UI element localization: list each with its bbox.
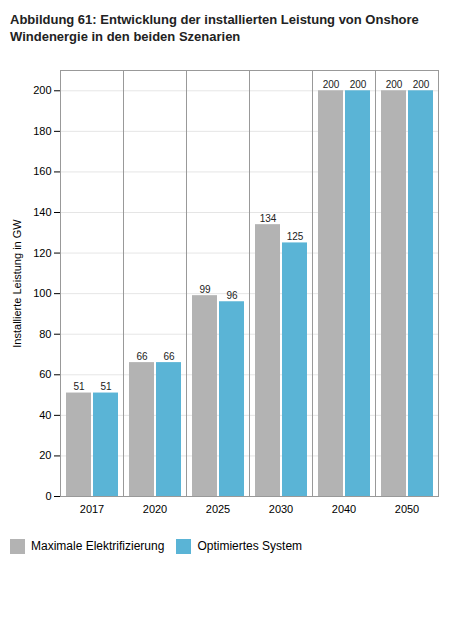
svg-text:200: 200 bbox=[33, 84, 51, 96]
svg-text:99: 99 bbox=[199, 283, 211, 294]
svg-text:125: 125 bbox=[287, 231, 304, 242]
svg-text:134: 134 bbox=[260, 212, 277, 223]
svg-text:80: 80 bbox=[39, 328, 51, 340]
svg-text:2020: 2020 bbox=[143, 503, 167, 515]
svg-text:2030: 2030 bbox=[269, 503, 293, 515]
svg-text:100: 100 bbox=[33, 287, 51, 299]
svg-text:200: 200 bbox=[413, 79, 430, 90]
svg-text:200: 200 bbox=[386, 79, 403, 90]
html-text:Optimiertes System: Optimiertes System bbox=[197, 539, 303, 554]
svg-text:200: 200 bbox=[323, 79, 340, 90]
svg-text:66: 66 bbox=[163, 350, 175, 361]
svg-text:40: 40 bbox=[39, 409, 51, 421]
html-text:Abbildung 61: Entwicklung der: Abbildung 61: Entwicklung der installier… bbox=[10, 12, 419, 44]
svg-text:20: 20 bbox=[39, 449, 51, 461]
svg-text:180: 180 bbox=[33, 125, 51, 137]
svg-text:51: 51 bbox=[73, 381, 85, 392]
html-text:Maximale Elektrifizierung: Maximale Elektrifizierung bbox=[31, 539, 165, 554]
svg-text:0: 0 bbox=[45, 490, 51, 502]
svg-text:66: 66 bbox=[136, 350, 148, 361]
svg-text:140: 140 bbox=[33, 206, 51, 218]
svg-text:2025: 2025 bbox=[206, 503, 230, 515]
svg-text:51: 51 bbox=[100, 381, 112, 392]
svg-text:2017: 2017 bbox=[80, 503, 104, 515]
svg-text:60: 60 bbox=[39, 368, 51, 380]
svg-text:2050: 2050 bbox=[395, 503, 419, 515]
svg-text:160: 160 bbox=[33, 165, 51, 177]
svg-text:120: 120 bbox=[33, 246, 51, 258]
svg-text:Installierte Leistung in GW: Installierte Leistung in GW bbox=[11, 218, 23, 347]
svg-text:2040: 2040 bbox=[332, 503, 356, 515]
svg-text:96: 96 bbox=[226, 290, 238, 301]
svg-text:200: 200 bbox=[350, 79, 367, 90]
